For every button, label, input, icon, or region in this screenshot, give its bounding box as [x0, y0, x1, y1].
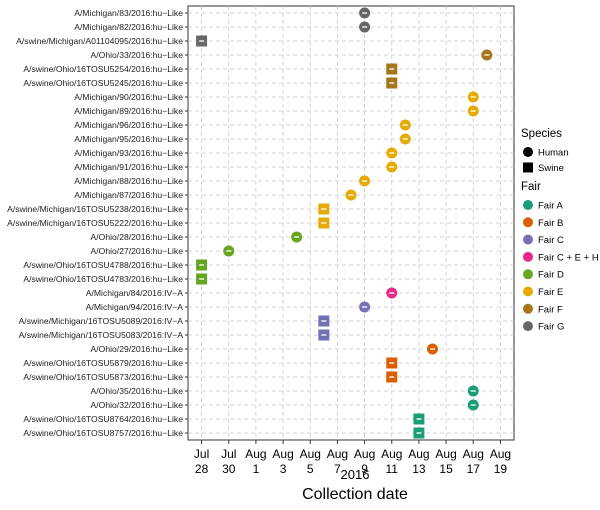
legend-swatch	[523, 286, 533, 297]
legend-square-icon	[523, 162, 533, 173]
x-tick-day: 15	[439, 462, 453, 476]
y-tick-label: A/Ohio/28/2016:hu−Like	[91, 232, 184, 242]
y-tick-label: A/Michigan/82/2016:hu−Like	[74, 22, 183, 32]
legend-swatch	[523, 303, 533, 314]
y-tick-label: A/Michigan/83/2016:hu−Like	[74, 8, 183, 18]
y-tick-label: A/swine/Ohio/16TOSU5254/2016:hu−Like	[23, 64, 183, 74]
y-tick-label: A/Ohio/33/2016:hu−Like	[91, 50, 184, 60]
x-tick-day: 19	[494, 462, 508, 476]
x-axis-year-label: 2016	[341, 467, 370, 482]
x-tick-month: Aug	[463, 447, 484, 461]
y-tick-label: A/Ohio/29/2016:hu−Like	[91, 344, 184, 354]
y-tick-label: A/Ohio/32/2016:hu−Like	[91, 400, 184, 410]
y-tick-label: A/swine/Ohio/16TOSU5245/2016:hu−Like	[23, 78, 183, 88]
y-tick-label: A/Michigan/91/2016:hu−Like	[74, 162, 183, 172]
x-tick-day: 7	[334, 462, 341, 476]
y-tick-label: A/Michigan/84/2016:IV−A	[86, 288, 183, 298]
y-tick-label: A/swine/Michigan/A01104095/2016:hu−Like	[16, 36, 183, 46]
x-tick-day: 1	[253, 462, 260, 476]
y-tick-label: A/swine/Ohio/16TOSU5879/2016:hu−Like	[23, 358, 183, 368]
y-tick-label: A/swine/Michigan/16TOSU5083/2016:IV−A	[19, 330, 184, 340]
x-tick-month: Aug	[381, 447, 402, 461]
x-tick-month: Aug	[408, 447, 429, 461]
legend-fair-label: Fair E	[538, 287, 563, 298]
legend-fair-label: Fair F	[538, 304, 563, 315]
y-tick-label: A/swine/Ohio/16TOSU8764/2016:hu−Like	[23, 414, 183, 424]
x-tick-day: 13	[412, 462, 426, 476]
y-tick-label: A/Michigan/87/2016:hu−Like	[74, 190, 183, 200]
y-tick-label: A/Michigan/95/2016:hu−Like	[74, 134, 183, 144]
y-tick-label: A/swine/Michigan/16TOSU5089/2016:IV−A	[19, 316, 184, 326]
x-tick-month: Aug	[245, 447, 266, 461]
x-tick-month: Aug	[272, 447, 293, 461]
legend-swatch	[523, 269, 533, 280]
x-tick-month: Aug	[490, 447, 511, 461]
x-tick-month: Aug	[300, 447, 321, 461]
x-tick-day: 30	[222, 462, 236, 476]
y-tick-label: A/Michigan/93/2016:hu−Like	[74, 148, 183, 158]
legend-swatch	[523, 217, 533, 228]
x-tick-day: 17	[467, 462, 481, 476]
legend-species-label: Human	[538, 148, 569, 159]
legend-swatch	[523, 200, 533, 210]
x-tick-day: 9	[361, 462, 368, 476]
legend-fair-label: Fair A	[538, 201, 563, 212]
legend-swatch	[523, 321, 533, 332]
legend-fair-label: Fair D	[538, 270, 564, 281]
y-tick-label: A/Ohio/35/2016:hu−Like	[91, 386, 184, 396]
y-tick-label: A/Michigan/88/2016:hu−Like	[74, 176, 183, 186]
y-tick-label: A/swine/Ohio/16TOSU8757/2016:hu−Like	[23, 428, 183, 438]
legend-fair-label: Fair B	[538, 218, 563, 229]
plot-area	[187, 5, 515, 441]
legend-species-title: Species	[521, 128, 562, 140]
x-tick-day: 28	[195, 462, 209, 476]
legend-fair-label: Fair G	[538, 322, 564, 333]
y-tick-label: A/Michigan/96/2016:hu−Like	[74, 120, 183, 130]
x-tick-month: Aug	[435, 447, 456, 461]
y-axis-labels: A/Michigan/83/2016:hu−Like A/Michigan/82/…	[7, 8, 188, 438]
legend-swatch	[523, 234, 533, 245]
x-tick-day: 5	[307, 462, 314, 476]
y-tick-label: A/Michigan/89/2016:hu−Like	[74, 106, 183, 116]
y-tick-label: A/swine/Ohio/16TOSU5873/2016:hu−Like	[23, 372, 183, 382]
x-tick-month: Jul	[194, 447, 209, 461]
y-tick-label: A/Ohio/27/2016:hu−Like	[91, 246, 184, 256]
x-axis-title: Collection date	[302, 486, 408, 503]
legend-circle-icon	[523, 147, 533, 157]
legend: Species Human Swine Fair Fair A Fair B Fair C F…	[521, 128, 599, 333]
y-tick-label: A/swine/Michigan/16TOSU5222/2016:hu−Like	[7, 218, 183, 228]
y-tick-label: A/swine/Michigan/16TOSU5238/2016:hu−Like	[7, 204, 183, 214]
x-tick-day: 3	[280, 462, 287, 476]
x-tick-day: 11	[386, 462, 399, 476]
legend-fair-label: Fair C	[538, 235, 564, 246]
x-axis: Jul28Jul30Aug1Aug3Aug5Aug7Aug9Aug11Aug13…	[194, 440, 511, 476]
legend-species-label: Swine	[538, 163, 564, 174]
y-tick-label: A/swine/Ohio/16TOSU4788/2016:hu−Like	[23, 260, 183, 270]
y-tick-label: A/swine/Ohio/16TOSU4783/2016:hu−Like	[23, 274, 183, 284]
x-tick-month: Jul	[221, 447, 236, 461]
legend-swatch	[523, 251, 533, 262]
y-tick-label: A/Michigan/90/2016:hu−Like	[74, 92, 183, 102]
x-tick-month: Aug	[327, 447, 348, 461]
y-tick-label: A/Michigan/94/2016:IV−A	[86, 302, 183, 312]
legend-fair-title: Fair	[521, 181, 541, 193]
legend-fair-label: Fair C + E + H	[538, 252, 599, 263]
x-tick-month: Aug	[354, 447, 375, 461]
